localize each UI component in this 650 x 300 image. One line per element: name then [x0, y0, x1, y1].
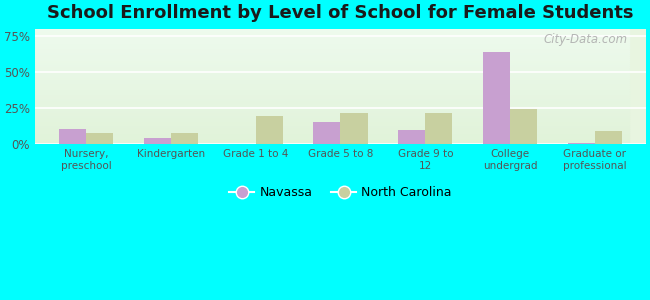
Bar — [35, 112, 629, 113]
Bar — [35, 116, 629, 117]
Bar — [510, 109, 538, 144]
Bar — [35, 127, 629, 129]
Bar — [35, 108, 629, 110]
Bar — [35, 66, 629, 68]
Bar — [35, 73, 629, 75]
Bar — [35, 35, 629, 37]
Bar — [35, 45, 629, 46]
Bar — [35, 125, 629, 127]
Bar — [58, 129, 86, 144]
Bar — [35, 70, 629, 71]
Bar — [171, 133, 198, 144]
Legend: Navassa, North Carolina: Navassa, North Carolina — [224, 182, 456, 205]
Bar — [35, 134, 629, 136]
Bar — [35, 129, 629, 131]
Bar — [35, 138, 629, 140]
Bar — [35, 29, 629, 31]
Bar — [35, 92, 629, 94]
Bar — [35, 58, 629, 60]
Bar — [35, 43, 629, 45]
Bar — [35, 48, 629, 50]
Bar — [35, 62, 629, 64]
Bar — [35, 136, 629, 138]
Bar — [35, 41, 629, 43]
Bar — [35, 133, 629, 134]
Bar — [35, 98, 629, 100]
Bar — [35, 60, 629, 62]
Bar — [144, 138, 171, 144]
Bar — [35, 96, 629, 98]
Bar — [35, 119, 629, 121]
Title: School Enrollment by Level of School for Female Students: School Enrollment by Level of School for… — [47, 4, 634, 22]
Bar — [35, 85, 629, 87]
Bar — [35, 140, 629, 142]
Bar — [255, 116, 283, 144]
Bar — [35, 94, 629, 96]
Bar — [35, 75, 629, 77]
Bar — [35, 64, 629, 66]
Bar — [35, 79, 629, 81]
Bar — [425, 113, 452, 144]
Bar — [35, 91, 629, 92]
Bar — [35, 81, 629, 83]
Bar — [35, 31, 629, 33]
Bar — [35, 56, 629, 58]
Bar — [35, 54, 629, 56]
Bar — [35, 104, 629, 106]
Bar — [341, 113, 368, 144]
Bar — [35, 113, 629, 116]
Bar — [483, 52, 510, 144]
Text: City-Data.com: City-Data.com — [543, 33, 627, 46]
Bar — [35, 131, 629, 133]
Bar — [35, 52, 629, 54]
Bar — [35, 87, 629, 88]
Bar — [35, 83, 629, 85]
Bar — [35, 77, 629, 79]
Bar — [35, 39, 629, 41]
Bar — [35, 142, 629, 144]
Bar — [35, 37, 629, 39]
Bar — [35, 71, 629, 73]
Bar — [35, 123, 629, 125]
Bar — [35, 117, 629, 119]
Bar — [35, 121, 629, 123]
Bar — [35, 88, 629, 91]
Bar — [35, 33, 629, 35]
Bar — [86, 133, 113, 144]
Bar — [35, 46, 629, 48]
Bar — [35, 100, 629, 102]
Bar — [35, 68, 629, 70]
Bar — [568, 143, 595, 144]
Bar — [313, 122, 341, 144]
Bar — [595, 131, 622, 144]
Bar — [35, 110, 629, 112]
Bar — [35, 50, 629, 52]
Bar — [35, 102, 629, 104]
Bar — [35, 106, 629, 108]
Bar — [398, 130, 425, 144]
